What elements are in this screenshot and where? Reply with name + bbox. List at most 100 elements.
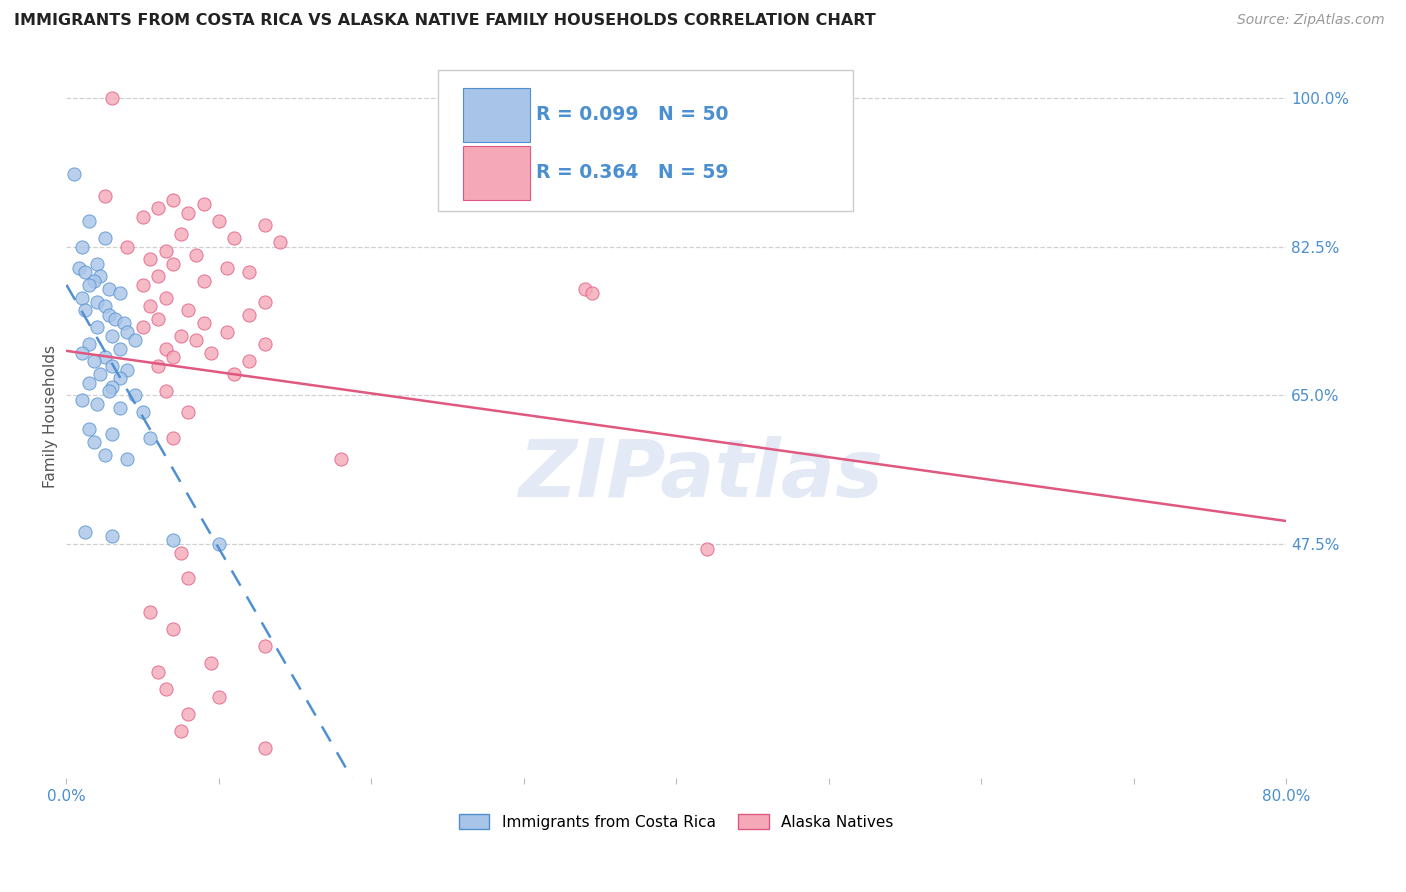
Point bbox=[146, 311, 169, 326]
Point bbox=[170, 227, 193, 241]
Point bbox=[146, 201, 169, 215]
Point bbox=[184, 333, 207, 347]
Point bbox=[70, 392, 93, 407]
Point bbox=[70, 291, 93, 305]
Y-axis label: Family Households: Family Households bbox=[44, 345, 58, 488]
Point bbox=[104, 311, 127, 326]
Point bbox=[574, 282, 596, 296]
Point bbox=[170, 724, 193, 739]
Point bbox=[162, 350, 184, 364]
Point bbox=[117, 325, 139, 339]
Point bbox=[101, 426, 124, 441]
Point bbox=[83, 354, 105, 368]
Point bbox=[253, 640, 276, 654]
Point bbox=[98, 282, 121, 296]
Point bbox=[112, 316, 135, 330]
Point bbox=[139, 252, 162, 267]
Point bbox=[177, 405, 200, 419]
Text: IMMIGRANTS FROM COSTA RICA VS ALASKA NATIVE FAMILY HOUSEHOLDS CORRELATION CHART: IMMIGRANTS FROM COSTA RICA VS ALASKA NAT… bbox=[14, 13, 876, 29]
Point bbox=[108, 371, 131, 385]
Point bbox=[162, 193, 184, 207]
Text: Source: ZipAtlas.com: Source: ZipAtlas.com bbox=[1237, 13, 1385, 28]
Point bbox=[162, 623, 184, 637]
Point bbox=[98, 384, 121, 399]
Point bbox=[70, 346, 93, 360]
Point bbox=[170, 329, 193, 343]
Point bbox=[101, 359, 124, 373]
Point bbox=[108, 286, 131, 301]
Point bbox=[79, 376, 101, 390]
Point bbox=[200, 346, 222, 360]
Point bbox=[101, 380, 124, 394]
FancyBboxPatch shape bbox=[463, 145, 530, 200]
Point bbox=[696, 541, 718, 556]
Point bbox=[89, 367, 111, 381]
Point bbox=[79, 422, 101, 436]
Point bbox=[224, 367, 246, 381]
Point bbox=[131, 320, 153, 334]
Point bbox=[131, 210, 153, 224]
Point bbox=[155, 681, 177, 696]
Text: R = 0.099   N = 50: R = 0.099 N = 50 bbox=[536, 105, 728, 124]
Point bbox=[238, 308, 260, 322]
Point bbox=[117, 239, 139, 253]
Point bbox=[139, 605, 162, 619]
Point bbox=[200, 657, 222, 671]
Point bbox=[93, 448, 115, 462]
Point bbox=[124, 388, 146, 402]
Point bbox=[73, 265, 96, 279]
Point bbox=[238, 354, 260, 368]
Point bbox=[177, 303, 200, 318]
Point bbox=[146, 359, 169, 373]
Point bbox=[162, 431, 184, 445]
Point bbox=[193, 316, 215, 330]
Point bbox=[79, 277, 101, 292]
Point bbox=[155, 342, 177, 356]
Point bbox=[86, 320, 108, 334]
FancyBboxPatch shape bbox=[463, 87, 530, 142]
Point bbox=[93, 350, 115, 364]
Point bbox=[83, 274, 105, 288]
Point bbox=[86, 294, 108, 309]
Point bbox=[89, 269, 111, 284]
FancyBboxPatch shape bbox=[439, 70, 853, 211]
Point bbox=[63, 167, 86, 181]
Point bbox=[131, 405, 153, 419]
Point bbox=[101, 529, 124, 543]
Point bbox=[86, 256, 108, 270]
Point bbox=[93, 299, 115, 313]
Point bbox=[162, 533, 184, 547]
Point bbox=[215, 260, 238, 275]
Point bbox=[329, 452, 352, 467]
Point bbox=[79, 337, 101, 351]
Point bbox=[162, 256, 184, 270]
Point bbox=[193, 197, 215, 211]
Point bbox=[93, 188, 115, 202]
Point bbox=[73, 303, 96, 318]
Point bbox=[208, 214, 231, 228]
Point bbox=[184, 248, 207, 262]
Point bbox=[155, 384, 177, 399]
Point bbox=[79, 214, 101, 228]
Point bbox=[70, 239, 93, 253]
Point bbox=[177, 571, 200, 585]
Point bbox=[238, 265, 260, 279]
Point bbox=[93, 231, 115, 245]
Point bbox=[177, 707, 200, 722]
Point bbox=[193, 274, 215, 288]
Point bbox=[581, 286, 603, 301]
Point bbox=[224, 231, 246, 245]
Point bbox=[208, 537, 231, 551]
Point bbox=[117, 363, 139, 377]
Point bbox=[253, 741, 276, 756]
Point bbox=[139, 299, 162, 313]
Point bbox=[108, 401, 131, 416]
Point bbox=[67, 260, 90, 275]
Point bbox=[139, 431, 162, 445]
Point bbox=[131, 277, 153, 292]
Point bbox=[98, 308, 121, 322]
Point bbox=[83, 435, 105, 450]
Point bbox=[155, 291, 177, 305]
Point bbox=[253, 294, 276, 309]
Text: R = 0.364   N = 59: R = 0.364 N = 59 bbox=[536, 162, 728, 182]
